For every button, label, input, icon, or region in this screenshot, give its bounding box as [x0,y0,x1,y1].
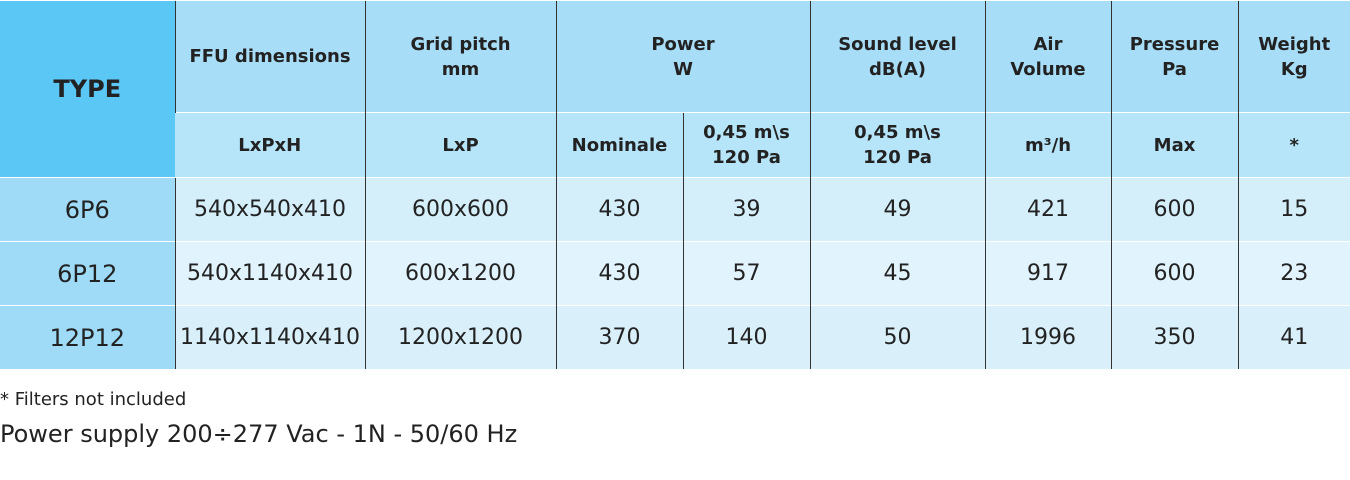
data-cell: 57 [682,241,810,306]
header-cell: Weight Kg [1237,0,1350,113]
footnote: Power supply 200÷277 Vac - 1N - 50/60 Hz [0,420,518,448]
header-cell: Grid pitch mm [364,0,556,113]
data-cell: 41 [1237,305,1350,369]
header-cell: FFU dimensions [174,0,365,113]
footnote: * Filters not included [0,389,187,410]
data-cell: 600 [1110,241,1238,306]
subheader-cell: 0,45 m\s 120 Pa [809,112,985,178]
data-cell: 23 [1237,241,1350,306]
data-cell: 421 [984,177,1111,242]
data-cell: 1996 [984,305,1111,369]
spec-table: TYPE FFU dimensions Grid pitch mm Power … [0,0,1350,369]
header-cell: TYPE [0,0,175,178]
header-cell: Air Volume [984,0,1111,113]
data-cell: 39 [682,177,810,242]
data-cell: 430 [555,177,683,242]
data-row: 6P12 540x1140x410 600x1200 430 57 45 917 600 23 [0,241,1350,306]
data-row: 6P6 540x540x410 600x600 430 39 49 421 600 15 [0,177,1350,242]
subheader-cell: 0,45 m\s 120 Pa [682,112,810,178]
header-cell: Pressure Pa [1110,0,1238,113]
subheader-row: LxPxH LxP Nominale 0,45 m\s 120 Pa 0,45 m\s … [0,112,1350,178]
data-cell: 600x1200 [364,241,556,306]
subheader-cell: Nominale [555,112,683,178]
data-cell: 540x1140x410 [174,241,365,306]
data-cell: 540x540x410 [174,177,365,242]
header-cell: Power W [555,0,810,113]
data-cell: 15 [1237,177,1350,242]
data-cell: 1200x1200 [364,305,556,369]
data-cell: 350 [1110,305,1238,369]
data-row: 12P12 1140x1140x410 1200x1200 370 140 50 1996 3… [0,305,1350,369]
data-cell: 600x600 [364,177,556,242]
header-row: TYPE FFU dimensions Grid pitch mm Power … [0,0,1350,178]
data-cell: 600 [1110,177,1238,242]
data-cell: 140 [682,305,810,369]
subheader-cell: LxPxH [175,112,365,178]
data-cell: 45 [809,241,985,306]
subheader-cell: Max [1110,112,1238,178]
subheader-cell: * [1237,112,1350,178]
data-cell: 1140x1140x410 [174,305,365,369]
type-cell: 6P12 [0,241,175,306]
subheader-cell: m³/h [984,112,1111,178]
type-cell: 6P6 [0,177,175,242]
data-cell: 49 [809,177,985,242]
header-cell: Sound level dB(A) [809,0,985,113]
type-cell: 12P12 [0,305,175,369]
data-cell: 430 [555,241,683,306]
data-cell: 370 [555,305,683,369]
data-cell: 917 [984,241,1111,306]
subheader-cell: LxP [364,112,556,178]
data-cell: 50 [809,305,985,369]
